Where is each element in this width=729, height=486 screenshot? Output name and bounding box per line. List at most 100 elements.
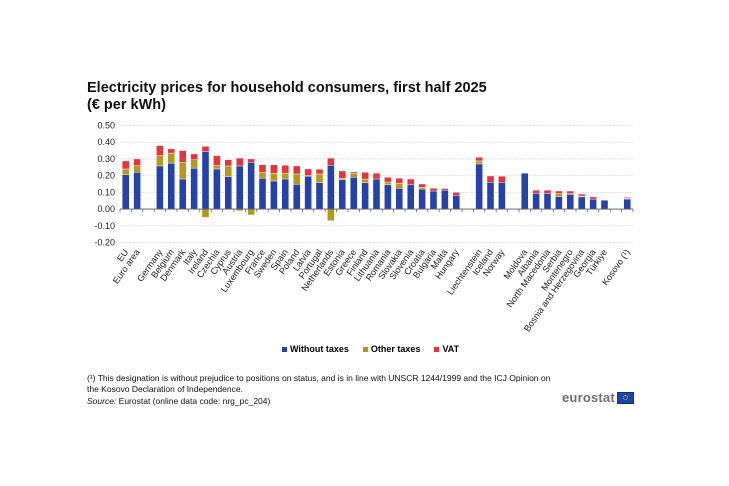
bar-vat bbox=[121, 160, 130, 170]
legend-label: Without taxes bbox=[290, 344, 349, 354]
y-tick-label: 0.00 bbox=[97, 204, 115, 214]
bar-without-taxes bbox=[315, 182, 324, 210]
bar-without-taxes bbox=[543, 193, 552, 210]
bar-vat bbox=[350, 171, 358, 174]
bar-without-taxes bbox=[384, 184, 392, 210]
x-axis bbox=[119, 208, 634, 213]
bar-other-taxes bbox=[156, 155, 164, 167]
bar-without-taxes bbox=[532, 192, 540, 210]
bar-vat bbox=[327, 157, 335, 166]
y-axis-ticks: 0.50 0.40 0.30 0.20 0.10 0.00 -0.10 -0.20 bbox=[94, 121, 115, 248]
bar-other-taxes bbox=[133, 165, 141, 173]
bar-without-taxes bbox=[133, 172, 141, 210]
bar-vat bbox=[452, 192, 460, 196]
bar-without-taxes bbox=[578, 196, 586, 210]
bar-other-taxes bbox=[224, 165, 233, 178]
bar-without-taxes bbox=[178, 178, 187, 210]
bar-other-taxes bbox=[121, 168, 130, 176]
y-tick-label: -0.10 bbox=[94, 221, 115, 231]
y-tick-label: 0.30 bbox=[97, 154, 115, 164]
bar-without-taxes bbox=[350, 177, 358, 210]
bar-vat bbox=[315, 169, 324, 175]
bar-vat bbox=[429, 187, 438, 192]
bar-vat bbox=[178, 150, 187, 163]
bar-vat bbox=[498, 175, 506, 183]
bar-vat bbox=[190, 153, 198, 160]
bar-without-taxes bbox=[407, 184, 415, 210]
bar-vat bbox=[475, 157, 483, 162]
bar-without-taxes bbox=[521, 172, 529, 210]
bar-without-taxes bbox=[589, 198, 597, 210]
footnote: (¹) This designation is without prejudic… bbox=[87, 373, 551, 394]
bar-without-taxes bbox=[304, 175, 312, 210]
bar-other-taxes bbox=[201, 208, 210, 218]
bar-other-taxes bbox=[258, 172, 267, 179]
bar-without-taxes bbox=[121, 174, 130, 210]
bar-without-taxes bbox=[235, 165, 244, 210]
y-tick-label: -0.20 bbox=[94, 238, 115, 248]
bar-vat bbox=[270, 164, 278, 174]
bar-vat bbox=[201, 146, 210, 152]
eurostat-logo: eurostat bbox=[562, 390, 634, 405]
bar-vat bbox=[555, 190, 563, 194]
bar-without-taxes bbox=[418, 188, 426, 210]
legend-swatch-other-taxes bbox=[362, 346, 368, 352]
bar-without-taxes bbox=[452, 194, 460, 210]
y-tick-label: 0.50 bbox=[97, 121, 115, 131]
bar-other-taxes bbox=[315, 173, 324, 183]
bar-vat bbox=[133, 158, 141, 166]
bar-other-taxes bbox=[281, 172, 289, 180]
bar-vat bbox=[338, 170, 346, 179]
legend-swatch-vat bbox=[434, 346, 440, 352]
legend-item-other-taxes: Other taxes bbox=[362, 344, 420, 354]
bars bbox=[121, 145, 631, 221]
bar-vat bbox=[281, 165, 289, 174]
bar-vat bbox=[566, 190, 574, 194]
y-tick-label: 0.20 bbox=[97, 171, 115, 181]
bar-other-taxes bbox=[350, 173, 358, 178]
legend-label: VAT bbox=[442, 344, 460, 354]
bar-vat bbox=[532, 189, 540, 194]
legend-item-vat: VAT bbox=[434, 344, 459, 354]
bar-other-taxes bbox=[555, 192, 563, 197]
bar-other-taxes bbox=[167, 152, 176, 164]
bar-other-taxes bbox=[190, 159, 198, 169]
bar-without-taxes bbox=[281, 178, 289, 210]
bar-vat bbox=[486, 175, 495, 183]
y-tick-label: 0.10 bbox=[97, 187, 115, 197]
bar-other-taxes bbox=[338, 177, 346, 181]
source-text: Eurostat (online data code: nrg_pc_204) bbox=[116, 396, 271, 406]
bar-other-taxes bbox=[178, 162, 187, 180]
bar-without-taxes bbox=[338, 179, 346, 210]
bar-vat bbox=[589, 196, 597, 200]
bar-vat bbox=[258, 164, 267, 173]
bar-without-taxes bbox=[361, 182, 369, 210]
bar-without-taxes bbox=[213, 168, 221, 210]
bar-vat bbox=[213, 155, 221, 166]
chart-title: Electricity prices for household consume… bbox=[87, 80, 487, 114]
bar-vat bbox=[372, 172, 381, 180]
bar-without-taxes bbox=[372, 178, 381, 210]
bar-without-taxes bbox=[201, 151, 210, 210]
legend: Without taxes Other taxes VAT bbox=[282, 344, 459, 354]
bar-other-taxes bbox=[395, 182, 403, 189]
bar-without-taxes bbox=[247, 162, 255, 210]
bar-vat bbox=[441, 188, 449, 191]
bar-other-taxes bbox=[270, 172, 278, 182]
bar-vat bbox=[156, 145, 164, 156]
y-tick-label: 0.40 bbox=[97, 137, 115, 147]
logo-text: eurostat bbox=[562, 390, 615, 405]
source-note: Source: Eurostat (online data code: nrg_… bbox=[87, 396, 270, 406]
bar-other-taxes bbox=[418, 187, 426, 190]
bar-other-taxes bbox=[327, 208, 335, 221]
bar-vat bbox=[361, 172, 369, 180]
bar-without-taxes bbox=[293, 184, 301, 210]
bar-vat bbox=[395, 177, 403, 184]
bar-without-taxes bbox=[429, 190, 438, 210]
bar-without-taxes bbox=[555, 196, 563, 210]
bar-without-taxes bbox=[475, 163, 483, 210]
legend-item-without-taxes: Without taxes bbox=[282, 344, 349, 354]
bar-without-taxes bbox=[167, 162, 176, 210]
